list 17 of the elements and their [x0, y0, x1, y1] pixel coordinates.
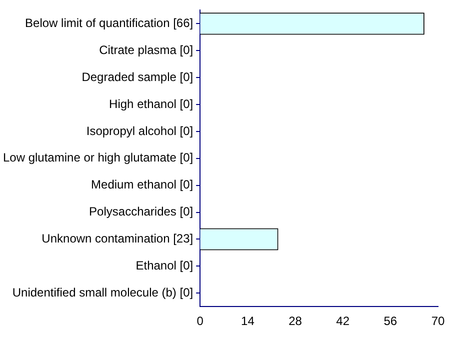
y-tick-label: Unidentified small molecule (b) [0] [12, 285, 194, 300]
y-tick-label: Ethanol [0] [136, 258, 194, 272]
x-tick-label: 0 [196, 314, 204, 328]
y-tick-label: Below limit of quantification [66] [25, 16, 194, 30]
x-tick-label: 56 [384, 314, 398, 328]
y-tick-label: Isopropyl alcohol [0] [86, 124, 194, 138]
y-tick-label: Medium ethanol [0] [91, 178, 194, 192]
y-tick-label: Low glutamine or high glutamate [0] [2, 150, 194, 165]
x-tick-label: 14 [241, 314, 255, 328]
y-tick-label: Polysaccharides [0] [89, 204, 194, 219]
x-tick-label: 28 [288, 314, 302, 328]
y-tick-label: High ethanol [0] [109, 96, 194, 111]
y-tick-label: Degraded sample [0] [82, 70, 194, 84]
y-tick-label: Citrate plasma [0] [99, 42, 194, 57]
x-tick-label: 70 [431, 314, 445, 328]
y-tick-label: Unknown contamination [23] [42, 232, 194, 246]
x-tick-label: 42 [336, 314, 350, 328]
